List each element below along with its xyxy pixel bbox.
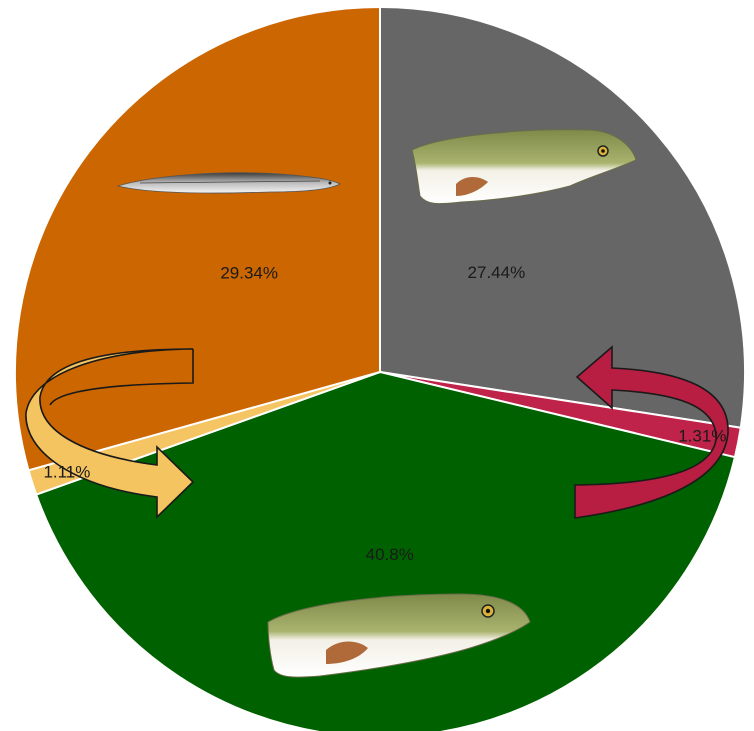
eel-bottom-icon <box>267 593 531 678</box>
pie-slice <box>34 370 737 731</box>
slice-label: 1.11% <box>43 462 90 481</box>
slice-label: 29.34% <box>220 264 278 283</box>
slice-label: 27.44% <box>468 263 526 282</box>
eel-top-right-icon <box>411 129 637 205</box>
larva-fish-icon <box>116 172 341 194</box>
slice-label: 40.8% <box>366 545 414 564</box>
pie-slice <box>379 5 746 429</box>
yellow-cycle-arrow-icon <box>25 348 195 519</box>
red-cycle-arrow-icon <box>574 345 729 519</box>
slice-label: 1.31% <box>678 426 726 445</box>
